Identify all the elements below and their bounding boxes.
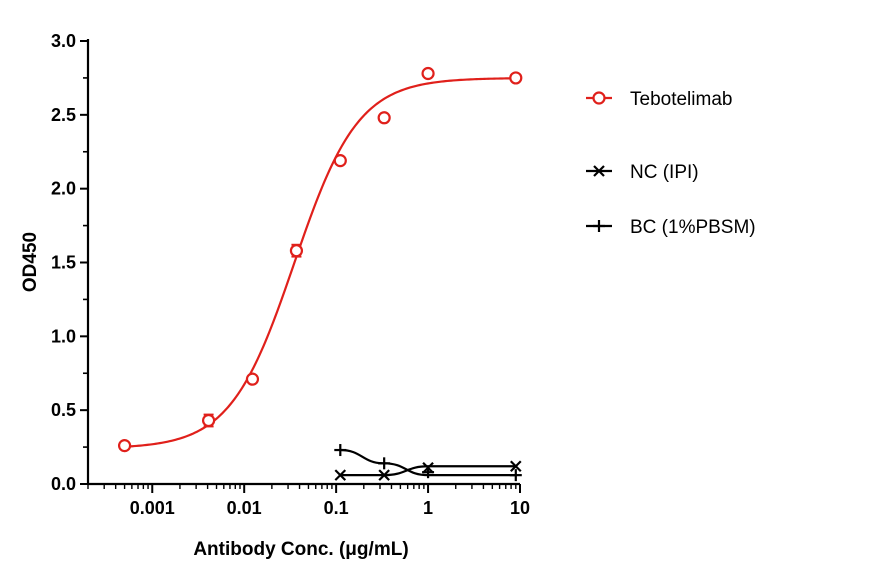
data-point xyxy=(333,154,347,168)
x-tick-label: 0.1 xyxy=(324,498,349,518)
data-point xyxy=(422,466,435,479)
y-tick-label: 2.5 xyxy=(51,105,76,125)
x-tick-label: 10 xyxy=(510,498,530,518)
legend-entry-2: BC (1%PBSM) xyxy=(586,217,756,238)
y-tick-label: 0.0 xyxy=(51,474,76,494)
series-2 xyxy=(334,444,522,482)
x-tick-label: 0.01 xyxy=(227,498,262,518)
circle-marker xyxy=(509,71,523,85)
x-tick-label: 1 xyxy=(423,498,433,518)
data-point xyxy=(334,469,347,481)
data-point xyxy=(289,244,304,258)
legend-marker xyxy=(592,91,606,105)
data-point xyxy=(377,111,391,125)
data-point xyxy=(509,469,522,482)
legend-entry-0: Tebotelimab xyxy=(586,89,732,110)
data-point xyxy=(510,460,522,473)
circle-marker xyxy=(421,66,435,81)
data-point xyxy=(421,66,435,81)
legend: Tebotelimab NC (IPI) BC (1%PBSM) xyxy=(586,89,756,238)
y-tick-label: 2.0 xyxy=(51,179,76,199)
x-marker-stroke xyxy=(334,469,347,481)
legend-marker xyxy=(593,220,605,232)
circle-marker xyxy=(201,413,216,428)
data-point xyxy=(117,439,132,453)
legend-label: BC (1%PBSM) xyxy=(630,217,756,238)
legend-label: NC (IPI) xyxy=(630,162,699,183)
series-layer xyxy=(117,66,523,482)
y-tick-label: 1.0 xyxy=(51,326,76,346)
circle-marker xyxy=(117,439,132,453)
fit-curve xyxy=(340,465,516,477)
data-point xyxy=(245,372,260,386)
fit-curve xyxy=(340,448,516,477)
x-tick-label: 0.001 xyxy=(130,498,175,518)
data-point xyxy=(378,457,391,470)
circle-marker xyxy=(333,154,347,168)
circle-marker xyxy=(245,372,260,386)
axes: 0.0 0.5 1.0 1.5 2.0 2.5 3.0 0.001 0.01 0.1 1 10 xyxy=(51,31,530,518)
circle-marker xyxy=(592,91,606,105)
x-marker-stroke xyxy=(593,165,605,177)
series-0 xyxy=(117,66,523,453)
x-marker-stroke xyxy=(510,460,522,473)
series-1 xyxy=(334,460,522,481)
data-point xyxy=(201,413,216,428)
x-marker-stroke xyxy=(378,469,390,481)
fit-curve xyxy=(124,77,516,448)
y-tick-label: 0.5 xyxy=(51,400,76,420)
y-axis-title: OD450 xyxy=(20,232,41,292)
y-tick-label: 3.0 xyxy=(51,31,76,51)
data-point xyxy=(334,444,347,457)
circle-marker xyxy=(289,244,304,258)
data-point xyxy=(378,469,390,481)
x-axis-title: Antibody Conc. (μg/mL) xyxy=(193,539,408,560)
legend-label: Tebotelimab xyxy=(630,89,732,110)
legend-entry-1: NC (IPI) xyxy=(586,162,699,183)
data-point xyxy=(509,71,523,85)
y-tick-label: 1.5 xyxy=(51,253,76,273)
circle-marker xyxy=(377,111,391,125)
legend-marker xyxy=(593,165,605,177)
